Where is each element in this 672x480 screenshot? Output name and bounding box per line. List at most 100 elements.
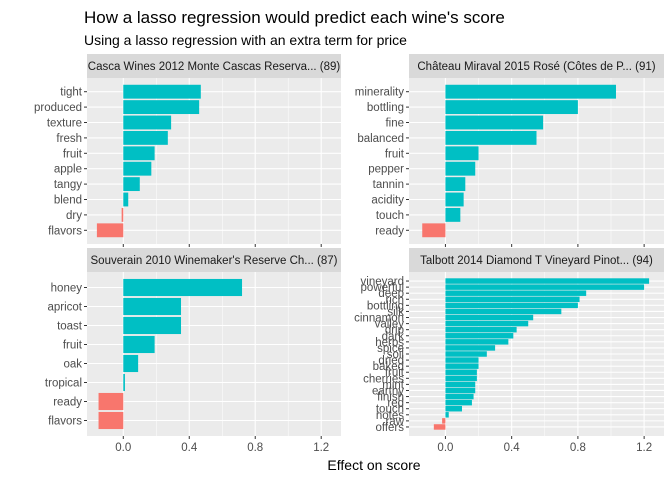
x-tick-label: 0.0 (437, 442, 453, 454)
facets-group: Casca Wines 2012 Monte Cascas Reserva...… (34, 54, 664, 454)
bar-silk (445, 308, 562, 315)
bar-spice (445, 345, 496, 351)
y-tick-label: flavors (48, 416, 82, 428)
facet-strip (409, 54, 664, 78)
facet-panel-1: Casca Wines 2012 Monte Cascas Reserva...… (34, 54, 341, 262)
bar-balanced (445, 130, 537, 145)
bar-earthy (445, 387, 476, 394)
y-tick-label: touch (376, 404, 404, 416)
bar-blend (123, 192, 129, 207)
bar-produced (123, 100, 200, 115)
bar-herbs (445, 339, 509, 345)
bar-dried (445, 357, 479, 363)
bar-tight (123, 84, 201, 99)
bar-ready (98, 392, 124, 411)
bar-toast (123, 316, 182, 335)
y-tick-label: finish (377, 392, 404, 404)
y-tick-label: minerality (355, 87, 404, 99)
bar-deep (445, 290, 587, 296)
y-tick-label: apricot (47, 302, 82, 314)
facet-title: Casca Wines 2012 Monte Cascas Reserva...… (88, 61, 341, 73)
y-tick-label: notes (376, 410, 404, 422)
bar-cinnamon (445, 314, 534, 321)
y-tick-label: toast (57, 321, 83, 333)
bar-finish (445, 393, 474, 400)
y-tick-label: soil (387, 349, 404, 361)
y-tick-label: silk (387, 306, 404, 318)
facet-strip (87, 54, 341, 78)
bar-fruit (123, 146, 155, 161)
x-tick-label: 1.2 (313, 442, 329, 454)
bar-apple (123, 161, 152, 176)
bar-vineyard (445, 278, 650, 284)
x-tick-label: 0.0 (115, 442, 131, 454)
y-tick-label: herbs (375, 337, 404, 349)
y-tick-label: honey (51, 283, 83, 295)
panel-background (87, 272, 341, 436)
bar-flavors (96, 223, 124, 238)
y-tick-label: texture (47, 118, 82, 130)
bar-drip (445, 326, 517, 333)
facet-strip (87, 248, 341, 272)
y-tick-label: balanced (357, 133, 404, 145)
bar-bottling (445, 100, 578, 115)
bar-tangy (123, 177, 140, 192)
y-tick-label: dry (66, 210, 82, 222)
bar-baked (445, 363, 479, 369)
y-tick-label: flavors (48, 225, 82, 237)
bar-touch (445, 207, 461, 222)
bar-minerality (445, 84, 616, 99)
x-tick-label: 0.4 (181, 442, 198, 454)
x-tick-label: 1.2 (636, 442, 652, 454)
y-tick-label: raw (385, 416, 404, 428)
bar-red (445, 399, 472, 406)
bar-flavors (98, 411, 124, 430)
y-tick-label: cinnamon (354, 313, 404, 325)
bar-fruit (445, 146, 479, 161)
y-tick-label: red (387, 398, 404, 410)
bar-honey (123, 278, 243, 297)
y-tick-label: rich (385, 294, 404, 306)
x-tick-label: 0.8 (570, 442, 586, 454)
bar-texture (123, 115, 172, 130)
facet-title: Château Miraval 2015 Rosé (Côtes de P...… (417, 61, 655, 73)
y-tick-label: mint (382, 379, 405, 391)
y-tick-label: drip (385, 325, 404, 337)
bar-tannin (445, 177, 466, 192)
y-tick-label: baked (373, 361, 404, 373)
bar-notes (445, 412, 449, 418)
y-tick-label: fruit (385, 367, 405, 379)
chart-title: How a lasso regression would predict eac… (84, 8, 505, 27)
bar-fine (445, 115, 544, 130)
bar-mint (445, 381, 476, 388)
bar-ready (422, 223, 446, 238)
bar-cherries (445, 375, 477, 382)
y-tick-label: pepper (368, 164, 404, 176)
facet-title: Talbott 2014 Diamond T Vineyard Pinot...… (420, 255, 653, 267)
y-tick-label: deep (378, 288, 404, 300)
y-tick-label: produced (34, 102, 82, 114)
facet-panel-2: Château Miraval 2015 Rosé (Côtes de P...… (355, 54, 664, 262)
y-tick-label: spice (377, 343, 404, 355)
y-tick-label: tight (60, 87, 83, 99)
bar-dry (121, 207, 124, 222)
facet-panel-4: Talbott 2014 Diamond T Vineyard Pinot...… (354, 248, 664, 454)
bar-rich (445, 296, 580, 303)
y-tick-label: valley (375, 319, 405, 331)
facet-title: Souverain 2010 Winemaker's Reserve Ch...… (91, 255, 338, 267)
bar-acidity (445, 192, 464, 207)
y-tick-label: earthy (372, 385, 404, 397)
y-tick-label: tannin (373, 179, 404, 191)
x-axis-title: Effect on score (327, 457, 420, 473)
y-tick-label: ready (53, 397, 82, 409)
bar-oak (123, 354, 139, 373)
bar-apricot (123, 297, 182, 316)
y-tick-label: fruit (385, 148, 405, 160)
bar-pepper (445, 161, 476, 176)
y-tick-label: dark (382, 331, 405, 343)
y-tick-label: bottling (367, 300, 404, 312)
y-tick-label: blend (54, 195, 82, 207)
y-tick-label: fruit (63, 340, 83, 352)
bar-tropical (123, 373, 125, 392)
